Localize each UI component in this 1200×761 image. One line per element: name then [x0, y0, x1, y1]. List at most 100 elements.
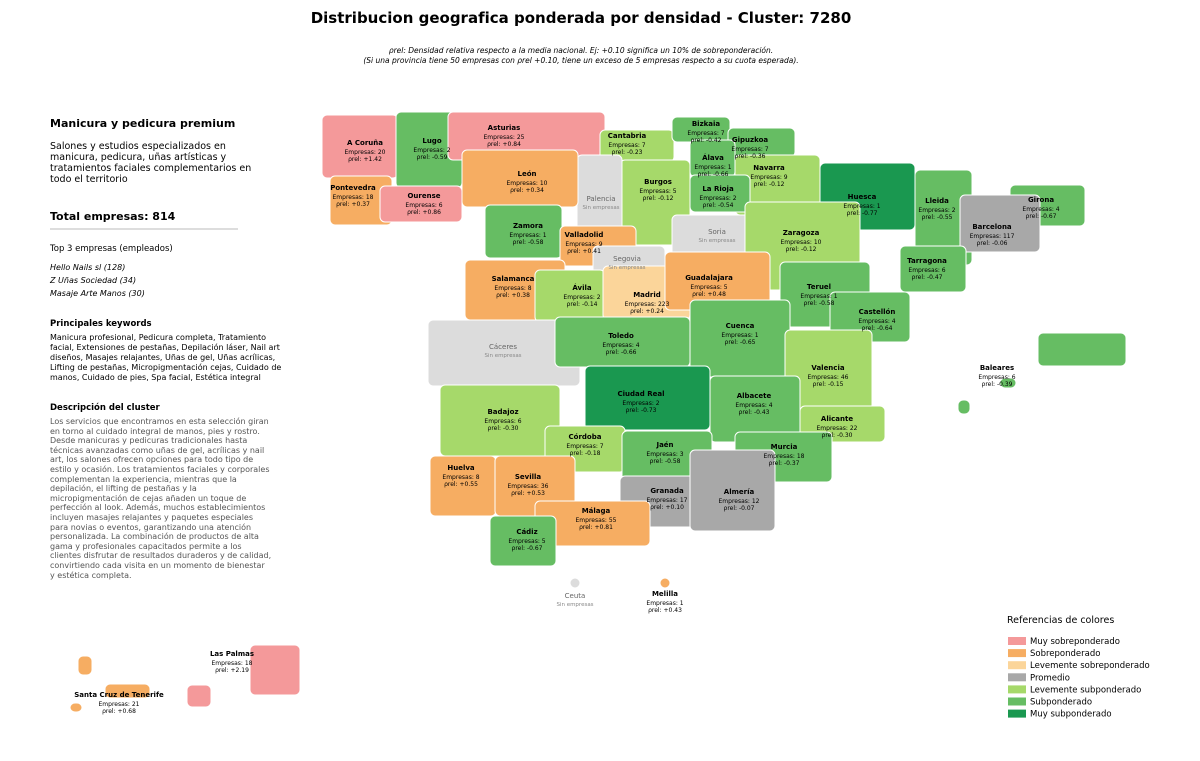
province-count: Empresas: 7	[731, 146, 768, 153]
province-name: Girona	[1028, 196, 1054, 204]
province-count: Empresas: 3	[646, 451, 683, 458]
province-rho: ρrel: +2.19	[215, 667, 249, 674]
province-rho: ρrel: -0.67	[512, 545, 543, 552]
province-name: Guadalajara	[685, 274, 733, 282]
province-name: Toledo	[608, 332, 634, 340]
subtitle: (Si una provincia tiene 50 empresas con …	[363, 56, 798, 65]
province-rho: ρrel: +0.86	[407, 209, 441, 216]
legend-swatch	[1008, 673, 1026, 682]
province-count: Empresas: 18	[333, 194, 374, 201]
province-name: Cáceres	[489, 343, 517, 351]
province-rho: ρrel: -0.30	[488, 425, 519, 432]
province-rho: ρrel: -0.58	[513, 239, 544, 246]
province-name: Lleida	[925, 197, 949, 205]
province-name: Segovia	[613, 255, 641, 263]
province-name: Las Palmas	[210, 650, 254, 658]
province-rho: ρrel: -0.47	[912, 274, 943, 281]
province-count: Empresas: 36	[508, 483, 549, 490]
province-rho: ρrel: -0.58	[650, 458, 681, 465]
province-count: Empresas: 4	[735, 402, 772, 409]
province-name: Cuenca	[726, 322, 755, 330]
province-rho: ρrel: -0.55	[922, 214, 953, 221]
province-count: Empresas: 223	[625, 301, 670, 308]
top-item: Masaje Arte Manos (30)	[50, 289, 145, 298]
province-rho: ρrel: -0.58	[804, 300, 835, 307]
province-name: Palencia	[587, 195, 616, 203]
province-name: Zaragoza	[783, 229, 820, 237]
top-item: Z Uñas Sociedad (34)	[50, 276, 137, 285]
province-count: Empresas: 2	[918, 207, 955, 214]
province-name: Cantabria	[608, 132, 647, 140]
top-item: Hello Nails sl (128)	[50, 263, 126, 272]
province-rho: ρrel: -0.77	[847, 210, 878, 217]
province-count: Empresas: 6	[484, 418, 521, 425]
province-shape	[957, 399, 971, 415]
province-count: Empresas: 12	[719, 498, 760, 505]
province-name: Alicante	[821, 415, 853, 423]
province-count: Empresas: 9	[750, 174, 787, 181]
province-rho: ρrel: -0.39	[982, 381, 1013, 388]
province-name: Álava	[702, 153, 724, 162]
province-name: Gipuzkoa	[732, 136, 768, 144]
province-name: Salamanca	[492, 275, 535, 283]
province-shape	[659, 577, 671, 589]
province-status: Sin empresas	[582, 205, 619, 211]
province-rho: ρrel: +0.48	[692, 291, 726, 298]
province-rho: ρrel: -0.18	[570, 450, 601, 457]
province-count: Empresas: 55	[576, 517, 617, 524]
legend-label: Sobreponderado	[1030, 649, 1100, 659]
province-shape	[69, 702, 83, 713]
province-rho: ρrel: -0.12	[643, 195, 674, 202]
province-count: Empresas: 18	[764, 453, 805, 460]
legend-swatch	[1008, 709, 1026, 718]
province-count: Empresas: 5	[508, 538, 545, 545]
province-name: Ourense	[407, 192, 440, 200]
description-title: Descripción del cluster	[50, 403, 160, 413]
province-name: Soria	[708, 228, 726, 236]
province-name: Tarragona	[907, 257, 947, 265]
province-name: Almería	[724, 488, 755, 496]
legend-label: Subponderado	[1030, 698, 1092, 708]
province-name: Pontevedra	[330, 184, 376, 192]
province-name: Santa Cruz de Tenerife	[74, 691, 164, 699]
province-rho: ρrel: -0.12	[786, 246, 817, 253]
province-rho: ρrel: -0.59	[417, 154, 448, 161]
province-name: Ceuta	[565, 592, 586, 600]
province-name: A Coruña	[347, 139, 383, 147]
province-rho: ρrel: +0.10	[650, 504, 684, 511]
province-count: Empresas: 17	[647, 497, 688, 504]
province-count: Empresas: 1	[646, 600, 683, 607]
province-shape	[899, 245, 967, 293]
keywords: Manicura profesional, Pedicura completa,…	[50, 333, 282, 382]
province-count: Empresas: 7	[566, 443, 603, 450]
province-rho: ρrel: +0.84	[487, 141, 521, 148]
province-count: Empresas: 1	[800, 293, 837, 300]
province-count: Empresas: 7	[687, 130, 724, 137]
province-name: Ciudad Real	[618, 390, 665, 398]
province-name: Asturias	[488, 124, 521, 132]
province-status: Sin empresas	[484, 353, 521, 359]
province-rho: ρrel: +1.42	[348, 156, 382, 163]
province-name: Jaén	[655, 441, 673, 449]
province-rho: ρrel: +0.41	[567, 248, 601, 255]
province-count: Empresas: 2	[563, 294, 600, 301]
province-name: Córdoba	[569, 433, 602, 441]
province-count: Empresas: 4	[602, 342, 639, 349]
province-rho: ρrel: +0.81	[579, 524, 613, 531]
province-shape	[1037, 332, 1127, 367]
province-rho: ρrel: -0.54	[703, 202, 734, 209]
province-name: Albacete	[737, 392, 772, 400]
province-shape	[689, 449, 776, 532]
province-rho: ρrel: +0.43	[648, 607, 682, 614]
province-count: Empresas: 10	[507, 180, 548, 187]
province-count: Empresas: 25	[484, 134, 525, 141]
province-name: Zamora	[513, 222, 543, 230]
province-count: Empresas: 4	[1022, 206, 1059, 213]
province-name: Huesca	[848, 193, 877, 201]
province-shape	[959, 194, 1041, 253]
province-shape	[379, 185, 463, 223]
province-name: Lugo	[422, 137, 441, 145]
province-shape	[186, 684, 212, 708]
